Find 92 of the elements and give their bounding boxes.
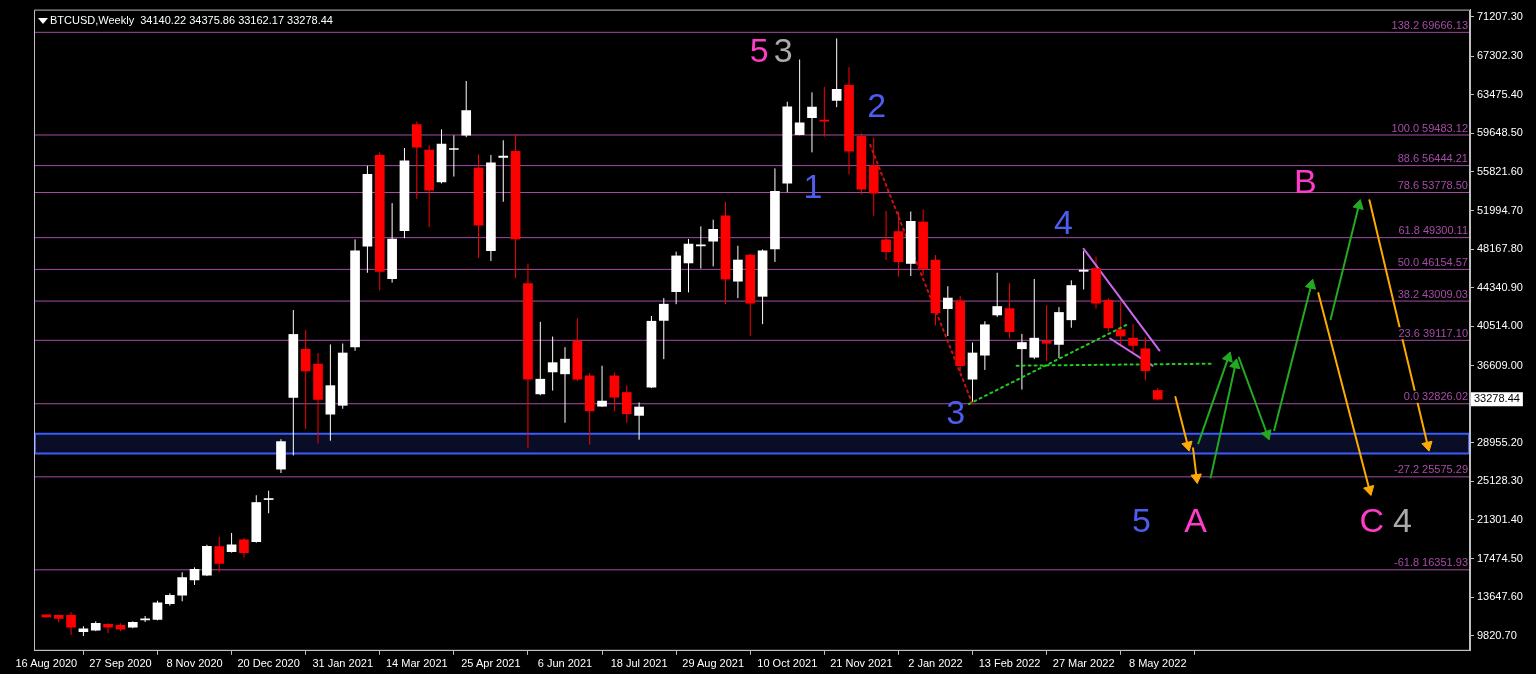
chart-title: BTCUSD,Weekly 34140.22 34375.86 33162.17 33278.44 [50, 13, 333, 26]
y-tick-label: 44340.90 [1477, 280, 1523, 293]
y-tick-label: 21301.40 [1477, 512, 1523, 525]
candlestick [1128, 323, 1138, 355]
candlestick [263, 490, 274, 514]
x-tick-label: 29 Aug 2021 [682, 657, 745, 670]
x-tick-label: 2 Jan 2022 [908, 657, 963, 670]
y-tick-label: 51994.70 [1477, 203, 1523, 216]
candlestick [411, 121, 422, 200]
candlestick [609, 371, 620, 412]
candlestick [535, 321, 546, 396]
y-tick-label: 71207.30 [1477, 9, 1523, 22]
candlestick [733, 245, 743, 299]
candlestick [696, 225, 706, 269]
candlestick [1004, 282, 1015, 339]
annotation: C [1359, 500, 1385, 539]
x-tick-label: 6 Jun 2021 [537, 657, 593, 670]
y-tick-label: 9820.70 [1477, 628, 1517, 641]
candlestick [1140, 336, 1151, 381]
ref-line-label: 50.0 46154.57 [1397, 255, 1468, 268]
y-tick-label: 28955.20 [1477, 435, 1523, 448]
ref-line-label: 61.8 49300.11 [1398, 224, 1468, 237]
y-tick-label: 25128.30 [1477, 474, 1523, 487]
candlestick [683, 238, 694, 293]
text: 33278.44 [1474, 392, 1520, 405]
candlestick [1078, 250, 1089, 290]
candlestick [708, 219, 719, 267]
y-tick-label: 48167.80 [1477, 242, 1523, 255]
candlestick [226, 532, 237, 554]
candlestick [881, 210, 891, 261]
candlestick [794, 59, 805, 136]
ref-line-label: 23.6 39117.10 [1398, 326, 1468, 339]
x-tick-label: 31 Jan 2021 [312, 657, 373, 670]
x-tick-label: 18 Jul 2021 [610, 657, 668, 670]
x-tick-label: 14 Mar 2021 [385, 657, 448, 670]
x-tick-label: 8 Nov 2020 [166, 657, 223, 670]
ref-line-label: -27.2 25575.29 [1393, 463, 1468, 476]
candlestick [103, 622, 113, 634]
candlestick [547, 336, 558, 392]
candlestick [831, 37, 842, 108]
candlestick [177, 571, 188, 602]
candlestick [214, 536, 225, 573]
y-tick-label: 13647.60 [1477, 590, 1523, 603]
ref-line-label: 100.0 59483.12 [1391, 121, 1468, 134]
x-tick-label: 25 Apr 2021 [461, 657, 521, 670]
ref-line-label: 38.2 43009.03 [1397, 287, 1468, 300]
annotation: 5 [1132, 500, 1151, 539]
candlestick [992, 272, 1003, 318]
x-tick-label: 27 Mar 2022 [1052, 657, 1115, 670]
x-tick-label: 13 Feb 2022 [978, 657, 1041, 670]
candlestick [1017, 333, 1027, 391]
x-tick-label: 16 Aug 2020 [15, 657, 78, 670]
y-tick-label: 17474.50 [1477, 551, 1523, 564]
x-tick-label: 20 Dec 2020 [237, 657, 300, 670]
candlestick [560, 346, 570, 424]
annotation: 2 [867, 86, 887, 125]
y-tick-label: 63475.40 [1477, 87, 1523, 100]
candlestick [449, 134, 459, 178]
x-tick-label: 27 Sep 2020 [89, 657, 152, 670]
x-tick-label: 8 May 2022 [1129, 657, 1187, 670]
candlestick [807, 91, 817, 153]
ref-line-label: 88.6 56444.21 [1397, 152, 1468, 165]
candlestick [634, 401, 644, 441]
annotation: A [1184, 500, 1208, 539]
candlestick [1115, 301, 1126, 347]
candlestick [1029, 278, 1040, 360]
candlestick [239, 537, 249, 558]
ref-line-label: 78.6 53778.50 [1397, 179, 1468, 192]
candlestick [658, 297, 669, 360]
ref-line-label: 138.2 69666.13 [1391, 18, 1468, 31]
candlestick [498, 139, 509, 203]
ref-line-label: 0.0 32826.02 [1403, 390, 1468, 403]
candlestick [66, 611, 76, 636]
annotation: 4 [1054, 203, 1073, 242]
y-tick-label: 67302.30 [1477, 49, 1523, 62]
y-tick-label: 36609.00 [1477, 358, 1523, 371]
candlestick [300, 329, 311, 430]
annotation: B [1293, 161, 1317, 200]
x-tick-label: 10 Oct 2021 [757, 657, 818, 670]
candlestick [597, 365, 607, 408]
candlestick [621, 384, 632, 424]
ref-line-label: -61.8 16351.93 [1393, 556, 1468, 569]
candlestick [1041, 304, 1052, 362]
annotation: 3 [946, 392, 966, 431]
y-tick-label: 59648.50 [1477, 126, 1523, 139]
candlestick [942, 285, 953, 337]
annotation: 3 [773, 31, 793, 70]
x-tick-label: 21 Nov 2021 [830, 657, 893, 670]
annotation: 4 [1393, 500, 1413, 539]
y-tick-label: 40514.00 [1477, 319, 1523, 332]
y-tick-label: 55821.60 [1477, 164, 1523, 177]
annotation: 5 [749, 31, 769, 70]
